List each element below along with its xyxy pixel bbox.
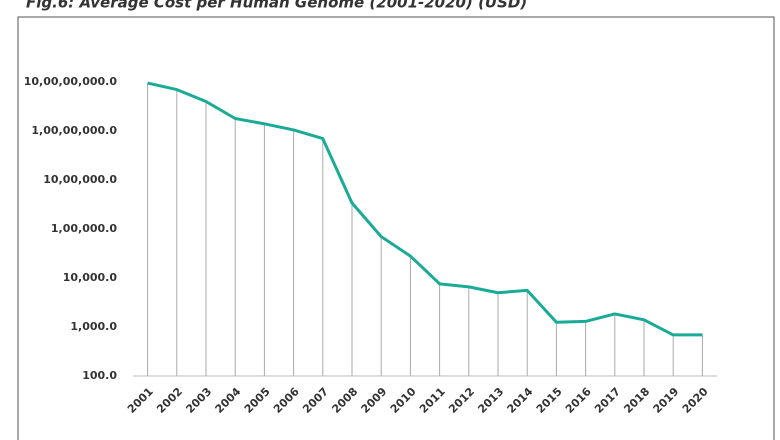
line [147, 81, 703, 337]
x-tick-label: 2016 [563, 385, 594, 416]
x-tick-label: 2010 [388, 385, 419, 416]
x-tick-label: 2017 [592, 385, 623, 416]
x-tick-label: 2005 [242, 385, 273, 416]
x-tick-label: 2020 [680, 385, 711, 416]
x-tick-label: 2013 [475, 385, 506, 416]
x-tick-label: 2011 [417, 385, 448, 416]
x-tick-label: 2009 [359, 385, 390, 416]
x-tick-label: 2012 [446, 385, 477, 416]
y-tick-label: 1,000.0 [70, 320, 117, 333]
x-tick-label: 2001 [125, 385, 156, 416]
x-tick-label: 2006 [271, 385, 302, 416]
x-tick-label: 2003 [183, 385, 214, 416]
x-tick-label: 2007 [300, 385, 331, 416]
x-tick-label: 2004 [213, 385, 244, 416]
x-tick-label: 2019 [651, 385, 682, 416]
y-tick-label: 100.0 [82, 369, 117, 382]
x-tick-label: 2002 [154, 385, 185, 416]
y-tick-label: 1,00,00,000.0 [31, 124, 117, 137]
y-tick-label: 10,000.0 [63, 271, 118, 284]
x-tick-label: 2014 [505, 385, 536, 416]
y-tick-label: 10,00,000.0 [43, 173, 117, 186]
x-tick-label: 2015 [534, 385, 565, 416]
chart-title: Fig.6: Average Cost per Human Genome (20… [26, 0, 527, 12]
frame [17, 16, 775, 440]
x-tick-label: 2008 [329, 385, 360, 416]
y-tick-label: 10,00,00,000.0 [24, 75, 118, 88]
x-tick-label: 2018 [621, 385, 652, 416]
y-tick-label: 1,00,000.0 [51, 222, 117, 235]
